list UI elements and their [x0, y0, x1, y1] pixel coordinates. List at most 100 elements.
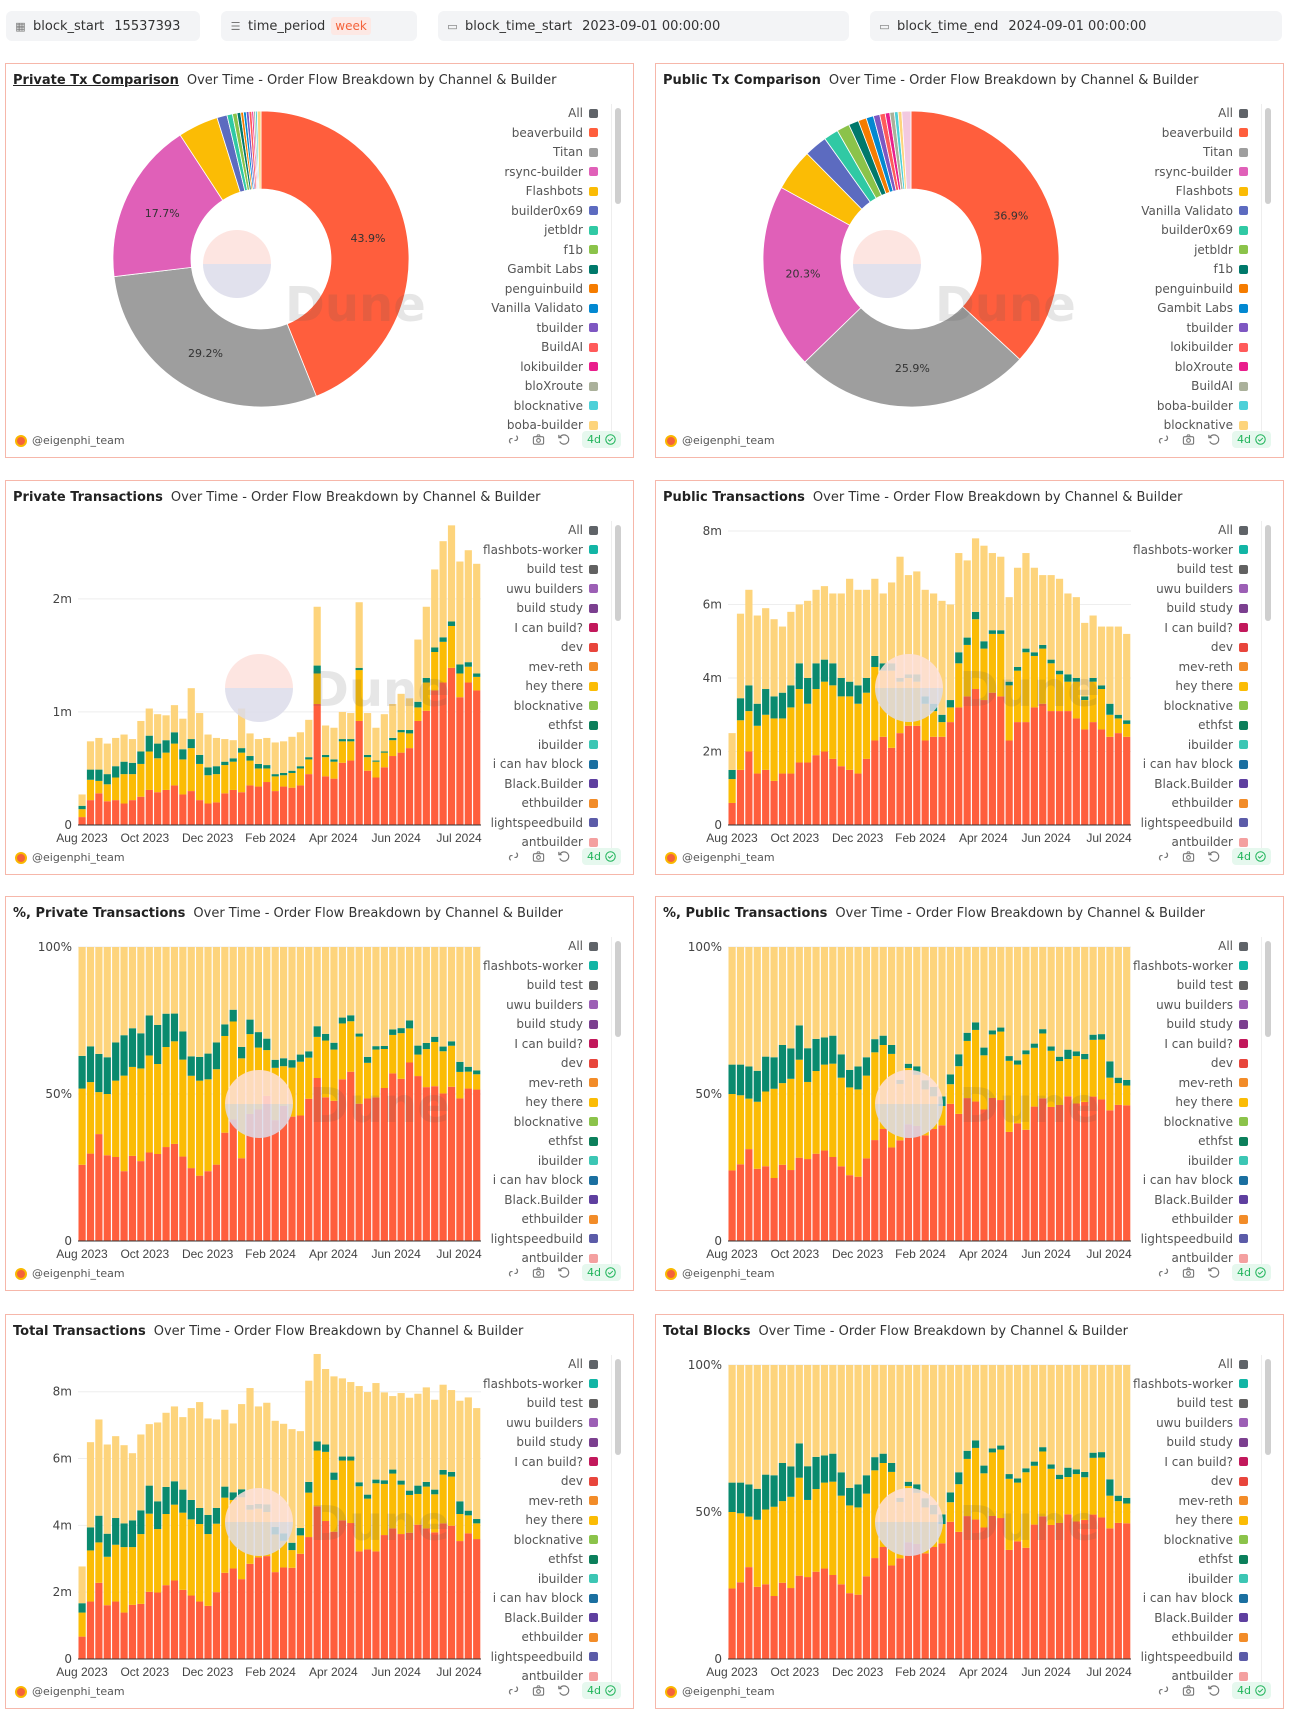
bar-segment-dev[interactable]	[313, 1506, 321, 1659]
author-handle[interactable]: @eigenphi_team	[32, 434, 125, 447]
bar-segment-hey-there[interactable]	[330, 1479, 338, 1532]
bar-segment-hey-there[interactable]	[1097, 1457, 1106, 1518]
bar-segment-antbuilder[interactable]	[221, 739, 229, 762]
bar-segment-antbuilder[interactable]	[431, 1399, 439, 1490]
bar-segment-hey-there[interactable]	[154, 758, 162, 793]
bar-segment-dev[interactable]	[280, 1105, 288, 1241]
refresh-icon[interactable]	[557, 433, 570, 446]
bar-segment-ethfst[interactable]	[997, 1445, 1005, 1450]
refresh-icon[interactable]	[1207, 1684, 1220, 1697]
bar-segment-ethfst[interactable]	[745, 1484, 753, 1517]
bar-segment-hey-there[interactable]	[296, 1061, 304, 1116]
bar-segment-hey-there[interactable]	[762, 714, 770, 770]
bar-segment-antbuilder[interactable]	[95, 737, 103, 770]
legend-scrollbar[interactable]	[1261, 937, 1271, 1265]
bar-segment-ethfst[interactable]	[1013, 666, 1022, 671]
bar-segment-hey-there[interactable]	[1114, 718, 1122, 734]
bar-segment-antbuilder[interactable]	[745, 589, 753, 686]
bar-segment-dev[interactable]	[1030, 1524, 1038, 1659]
bar-segment-hey-there[interactable]	[988, 1452, 996, 1516]
bar-segment-antbuilder[interactable]	[1005, 1365, 1013, 1475]
bar-segment-dev[interactable]	[762, 1166, 770, 1241]
bar-segment-antbuilder[interactable]	[770, 947, 778, 1058]
legend-item[interactable]: All	[1218, 104, 1248, 122]
bar-segment-hey-there[interactable]	[447, 1476, 456, 1526]
bar-segment-hey-there[interactable]	[770, 718, 778, 781]
bar-segment-ethfst[interactable]	[1097, 1452, 1106, 1458]
bar-segment-antbuilder[interactable]	[103, 947, 111, 1058]
bar-segment-dev[interactable]	[1089, 1096, 1097, 1241]
bar-segment-dev[interactable]	[439, 682, 447, 825]
bar-segment-ethfst[interactable]	[1123, 1079, 1131, 1086]
bar-segment-antbuilder[interactable]	[330, 1376, 338, 1473]
bar-segment-dev[interactable]	[204, 1171, 212, 1241]
bar-segment-hey-there[interactable]	[1089, 1039, 1097, 1097]
bar-segment-antbuilder[interactable]	[795, 1365, 803, 1444]
freshness-badge[interactable]: 4d	[582, 1264, 621, 1281]
bar-segment-hey-there[interactable]	[1013, 1482, 1022, 1542]
bar-segment-ethfst[interactable]	[170, 1481, 179, 1505]
bar-segment-ethfst[interactable]	[162, 1013, 170, 1048]
bar-segment-antbuilder[interactable]	[137, 1434, 145, 1511]
bar-segment-antbuilder[interactable]	[829, 947, 837, 1036]
refresh-icon[interactable]	[557, 1684, 570, 1697]
bar-segment-hey-there[interactable]	[405, 733, 414, 749]
bar-segment-dev[interactable]	[997, 696, 1005, 825]
bar-segment-antbuilder[interactable]	[1030, 947, 1038, 1044]
refresh-icon[interactable]	[1207, 850, 1220, 863]
bar-segment-hey-there[interactable]	[787, 1496, 795, 1589]
bar-segment-dev[interactable]	[154, 792, 162, 825]
bar-segment-hey-there[interactable]	[397, 1484, 405, 1535]
bar-segment-dev[interactable]	[145, 1152, 153, 1241]
pie-slice-rsync-builder[interactable]	[112, 134, 224, 278]
bar-segment-hey-there[interactable]	[938, 1106, 946, 1126]
bar-segment-ethfst[interactable]	[439, 1046, 447, 1052]
bar-segment-hey-there[interactable]	[422, 1049, 430, 1088]
bar-segment-dev[interactable]	[820, 751, 829, 826]
bar-segment-antbuilder[interactable]	[930, 593, 938, 704]
bar-segment-ethfst[interactable]	[1089, 1034, 1097, 1040]
refresh-icon[interactable]	[557, 1266, 570, 1279]
bar-segment-hey-there[interactable]	[804, 1499, 812, 1578]
bar-segment-dev[interactable]	[422, 1087, 430, 1241]
bar-segment-hey-there[interactable]	[854, 703, 862, 774]
bar-segment-antbuilder[interactable]	[896, 1365, 904, 1498]
bar-segment-ethfst[interactable]	[820, 1455, 829, 1483]
bar-segment-dev[interactable]	[778, 1164, 787, 1241]
pie-slice-boba-builder[interactable]	[256, 110, 262, 190]
legend-item[interactable]: ethbuilder	[521, 1628, 598, 1646]
bar-segment-dev[interactable]	[1114, 733, 1122, 825]
legend-item[interactable]: I can build?	[514, 1035, 598, 1053]
bar-segment-dev[interactable]	[170, 1580, 179, 1659]
bar-segment-antbuilder[interactable]	[86, 741, 95, 770]
bar-segment-dev[interactable]	[464, 1088, 472, 1241]
bar-segment-antbuilder[interactable]	[787, 611, 795, 686]
bar-segment-antbuilder[interactable]	[313, 1353, 321, 1442]
legend-item[interactable]: mev-reth	[1178, 658, 1248, 676]
chart-title-link[interactable]: Public Transactions	[663, 490, 805, 505]
bar-segment-antbuilder[interactable]	[1081, 947, 1089, 1054]
bar-segment-ethfst[interactable]	[229, 1009, 237, 1022]
bar-segment-ethfst[interactable]	[938, 714, 946, 723]
bar-segment-hey-there[interactable]	[1081, 1059, 1089, 1103]
bar-segment-dev[interactable]	[871, 1558, 879, 1659]
bar-segment-dev[interactable]	[795, 1575, 803, 1659]
chart-title-link[interactable]: Total Blocks	[663, 1324, 751, 1339]
bar-segment-ethfst[interactable]	[971, 611, 980, 620]
bar-segment-ethfst[interactable]	[296, 766, 304, 769]
legend-item[interactable]: hey there	[1175, 1093, 1248, 1111]
legend-item[interactable]: ethbuilder	[1171, 1210, 1248, 1228]
bar-segment-antbuilder[interactable]	[1106, 1365, 1114, 1480]
legend-item[interactable]: f1b	[564, 241, 598, 259]
bar-segment-dev[interactable]	[128, 1155, 137, 1241]
bar-segment-hey-there[interactable]	[137, 763, 145, 797]
bar-segment-ethfst[interactable]	[464, 662, 472, 667]
bar-segment-dev[interactable]	[946, 1103, 954, 1241]
bar-segment-ethfst[interactable]	[1072, 678, 1080, 682]
share-icon[interactable]	[1157, 1266, 1170, 1279]
bar-segment-hey-there[interactable]	[997, 1031, 1005, 1101]
bar-segment-ethfst[interactable]	[355, 667, 363, 671]
bar-segment-antbuilder[interactable]	[1106, 626, 1114, 704]
bar-segment-ethfst[interactable]	[196, 1056, 204, 1081]
bar-segment-hey-there[interactable]	[795, 689, 803, 763]
